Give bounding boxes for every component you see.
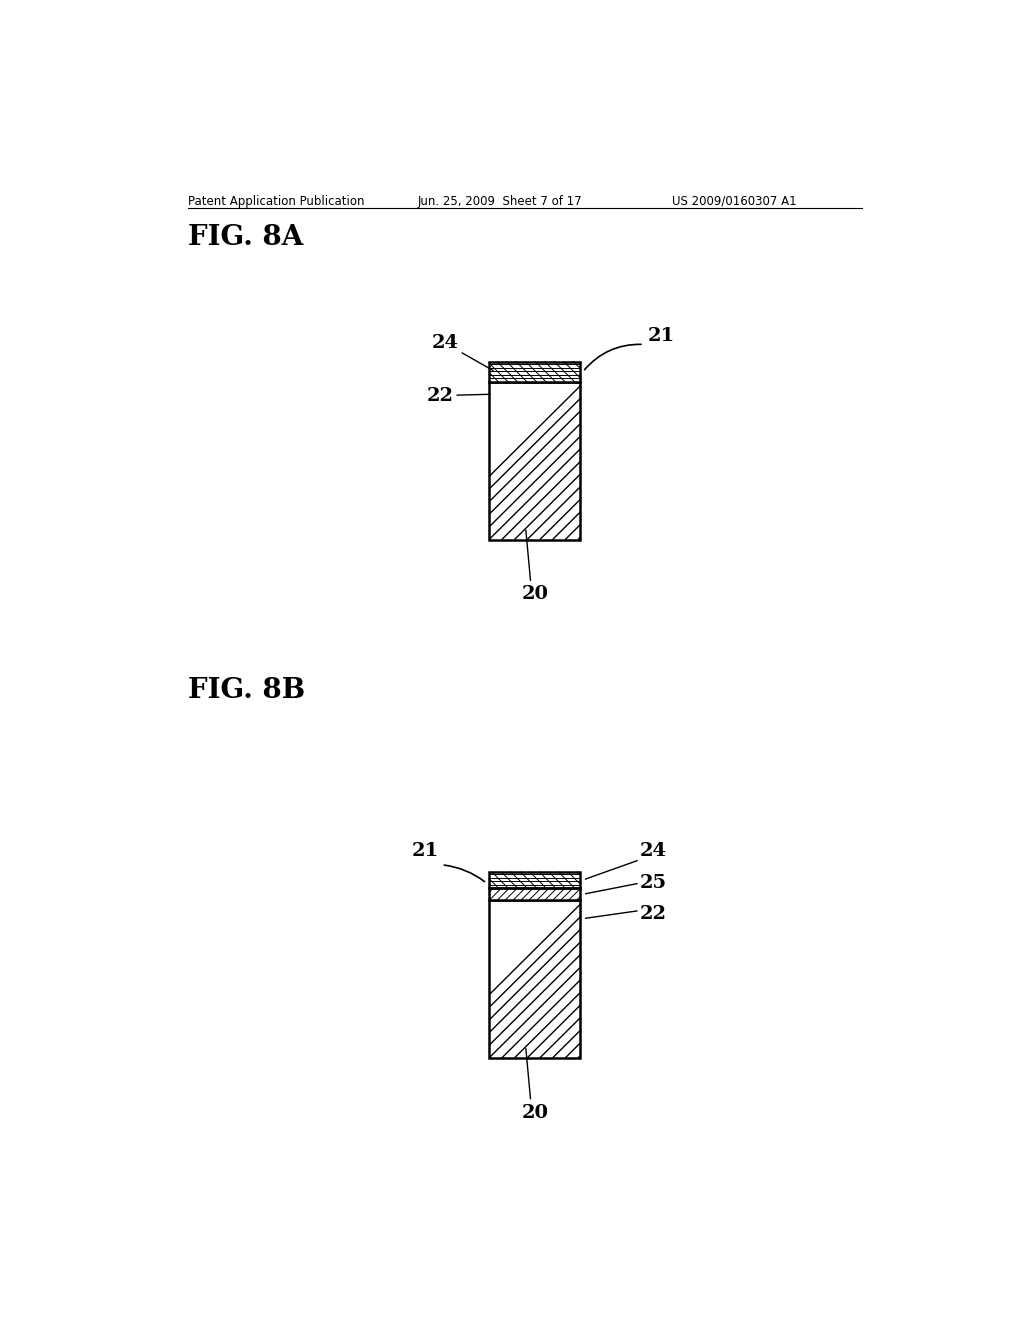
Bar (489, 900, 581, 1057)
Bar (489, 381, 581, 540)
Text: 20: 20 (521, 1104, 548, 1122)
Text: 21: 21 (648, 327, 675, 346)
Bar (489, 362, 581, 381)
Text: 24: 24 (640, 842, 667, 859)
FancyArrowPatch shape (585, 345, 641, 370)
Text: Jun. 25, 2009  Sheet 7 of 17: Jun. 25, 2009 Sheet 7 of 17 (418, 195, 583, 209)
Text: Patent Application Publication: Patent Application Publication (187, 195, 364, 209)
Text: 20: 20 (521, 585, 548, 603)
Text: FIG. 8A: FIG. 8A (187, 224, 303, 252)
Bar (489, 888, 581, 900)
Text: 24: 24 (432, 334, 459, 351)
FancyArrowPatch shape (444, 865, 484, 882)
Text: FIG. 8B: FIG. 8B (187, 677, 305, 704)
Text: 25: 25 (640, 874, 667, 892)
Bar (489, 381, 581, 540)
Bar (489, 900, 581, 1057)
Text: 22: 22 (640, 906, 667, 924)
Text: 21: 21 (412, 842, 439, 859)
Text: US 2009/0160307 A1: US 2009/0160307 A1 (672, 195, 797, 209)
Bar (489, 873, 581, 888)
Bar (489, 362, 581, 381)
Text: 22: 22 (426, 387, 454, 405)
Bar (489, 873, 581, 888)
Bar (489, 888, 581, 900)
